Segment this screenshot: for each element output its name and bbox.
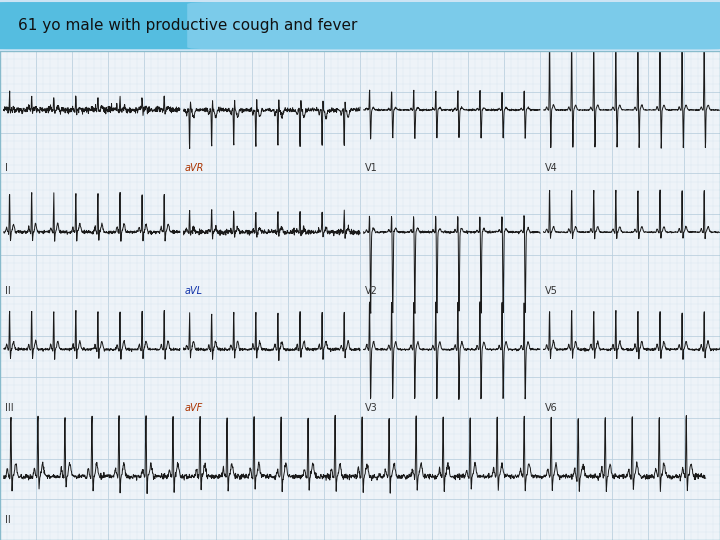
Text: I: I	[5, 164, 8, 173]
Text: V1: V1	[365, 164, 378, 173]
Text: V4: V4	[545, 164, 558, 173]
Text: aVR: aVR	[185, 164, 204, 173]
Text: V6: V6	[545, 403, 558, 413]
Text: V2: V2	[365, 286, 378, 296]
Text: V5: V5	[545, 286, 558, 296]
Text: II: II	[5, 286, 11, 296]
Text: aVF: aVF	[185, 403, 203, 413]
Text: 61 yo male with productive cough and fever: 61 yo male with productive cough and fev…	[18, 18, 357, 33]
FancyBboxPatch shape	[0, 2, 720, 49]
Text: V3: V3	[365, 403, 378, 413]
Text: II: II	[5, 515, 11, 525]
Text: III: III	[5, 403, 14, 413]
Text: aVL: aVL	[185, 286, 203, 296]
FancyBboxPatch shape	[187, 2, 720, 49]
